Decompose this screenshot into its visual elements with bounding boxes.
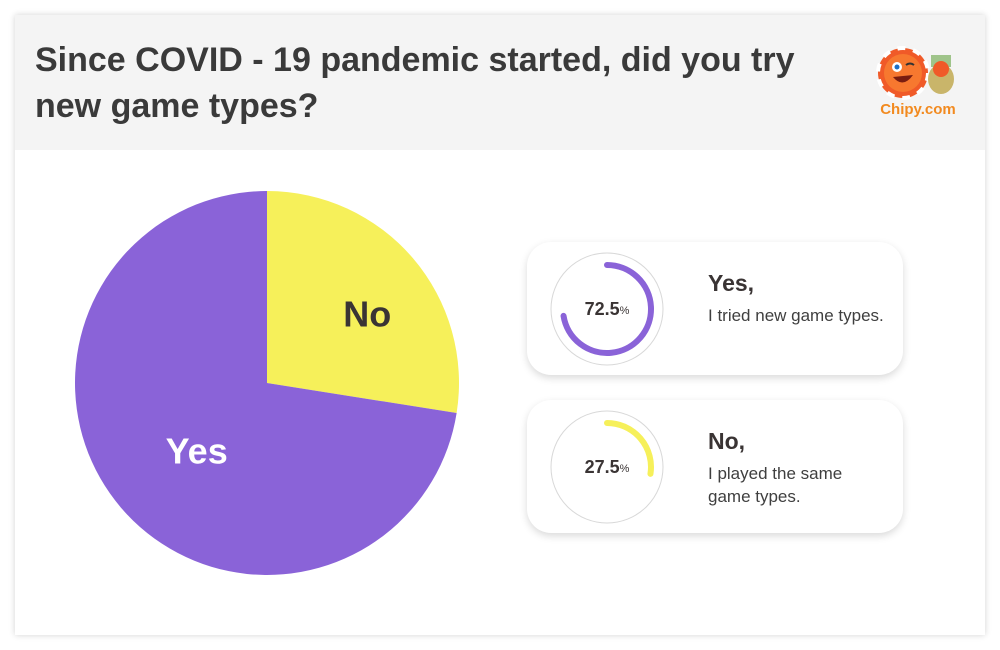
pie-label-yes: Yes xyxy=(166,431,228,472)
ring-progress-arc xyxy=(604,420,654,477)
pie-slice-no xyxy=(267,191,459,414)
legend-title: Yes, xyxy=(708,270,755,296)
chipy-logo: Chipy.com xyxy=(873,45,963,125)
legend-percent: 72.5% xyxy=(549,251,665,367)
percent-value: 27.5 xyxy=(584,456,620,477)
page-title: Since COVID - 19 pandemic started, did y… xyxy=(35,41,795,125)
chip-mascot-icon xyxy=(876,46,954,100)
legend-card-no: 27.5% No, I played the same game types. xyxy=(527,400,903,533)
legend-description: I played the same game types. xyxy=(708,464,843,506)
percent-unit: % xyxy=(619,463,630,475)
header: Since COVID - 19 pandemic started, did y… xyxy=(15,15,985,150)
legend-description: I tried new game types. xyxy=(708,306,884,325)
legend-card-yes: 72.5% Yes, I tried new game types. xyxy=(527,242,903,375)
progress-ring-no xyxy=(550,410,664,524)
ring-track xyxy=(550,252,664,366)
percent-value: 72.5 xyxy=(584,298,620,319)
progress-ring-yes xyxy=(550,252,664,366)
pie-label-no: No xyxy=(343,293,391,334)
legend-title: No, xyxy=(708,428,746,454)
pie-slice-yes xyxy=(75,191,457,575)
percent-unit: % xyxy=(619,305,630,317)
ring-track xyxy=(550,410,664,524)
ring-progress-arc xyxy=(560,262,654,356)
pie-chart: No Yes xyxy=(75,191,459,575)
logo-text: Chipy.com xyxy=(880,101,956,118)
legend-percent: 27.5% xyxy=(549,409,665,525)
